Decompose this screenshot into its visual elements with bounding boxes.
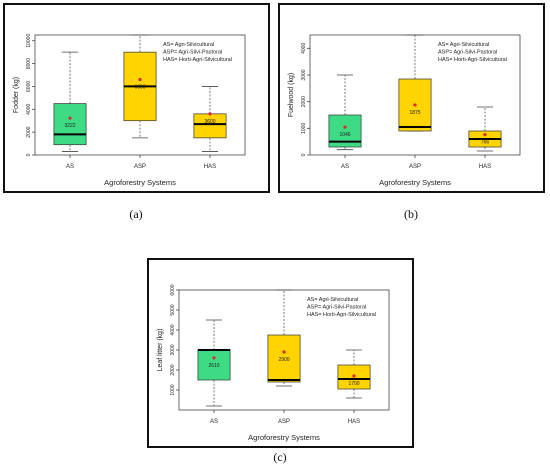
y-tick-label: 0 <box>301 153 307 156</box>
caption-c: (c) <box>273 450 287 464</box>
x-tick-label: ASP <box>278 419 290 425</box>
mean-marker <box>343 125 347 129</box>
mean-label: 3600 <box>204 119 215 125</box>
y-tick-label: 1000 <box>301 123 307 134</box>
y-tick-label: 10000 <box>26 34 32 48</box>
legend-entry: HAS= Horti-Agri-Silvicultural <box>163 57 232 63</box>
y-tick-label: 2000 <box>301 96 307 107</box>
mean-label: 2610 <box>208 363 219 369</box>
x-tick-label: ASP <box>409 164 421 170</box>
leaf-litter-chart-panel: 1000 2000 3000 4000 5000 6000 Leaf litter (kg)… <box>147 258 414 448</box>
y-tick-label: 5000 <box>170 304 176 315</box>
mean-marker <box>138 77 142 82</box>
y-tick-label: 2000 <box>170 364 176 375</box>
mean-marker <box>68 116 72 120</box>
leaf-litter-boxplot: 1000 2000 3000 4000 5000 6000 Leaf litter (kg)… <box>157 284 390 442</box>
x-tick-label: AS <box>341 164 349 170</box>
y-tick-label: 2000 <box>26 126 32 137</box>
x-axis-label: Agroforestry Systems <box>104 178 176 187</box>
x-tick-label: ASP <box>134 164 146 170</box>
x-tick-label: HAS <box>348 419 360 425</box>
y-tick-label: 0 <box>26 153 32 156</box>
mean-marker <box>352 374 356 378</box>
mean-marker <box>413 103 417 107</box>
y-tick-label: 4000 <box>170 324 176 335</box>
iqr-box <box>193 113 227 139</box>
mean-label: 766 <box>481 140 490 146</box>
y-axis-label: Fodder (kg) <box>13 77 20 113</box>
mean-marker <box>282 350 286 354</box>
fuelwood-boxplot: 0 1000 2000 3000 4000 Fuelwood (kg) AS ASP HAS Ag… <box>288 34 521 187</box>
mean-label: 1700 <box>348 381 359 387</box>
legend-entry: AS= Agri-Silvicultural <box>438 42 489 48</box>
y-tick-label: 4000 <box>301 43 307 54</box>
x-axis-label: Agroforestry Systems <box>248 433 320 442</box>
caption-a: (a) <box>129 207 143 221</box>
mean-marker <box>483 132 487 137</box>
x-tick-label: HAS <box>479 164 491 170</box>
y-axis-label: Leaf litter (kg) <box>157 329 164 372</box>
legend-entry: HAS= Horti-Agri-Silvicultural <box>307 312 376 318</box>
y-tick-label: 4000 <box>26 104 32 115</box>
y-axis-label: Fuelwood (kg) <box>288 73 295 117</box>
x-tick-label: AS <box>66 164 74 170</box>
x-tick-label: AS <box>210 419 218 425</box>
fodder-boxplot: 0 2000 4000 6000 8000 10000 Fodder (kg) AS ASP HA… <box>13 34 246 187</box>
mean-label: 3222 <box>64 123 75 129</box>
iqr-box <box>53 103 87 146</box>
legend-entry: AS= Agri-Silvicultural <box>163 42 214 48</box>
fodder-chart-panel: 0 2000 4000 6000 8000 10000 Fodder (kg) AS ASP HA… <box>3 3 270 193</box>
legend-entry: ASP= Agri-Silvi-Pastoral <box>438 50 497 56</box>
mean-marker <box>212 356 216 360</box>
y-tick-label: 6000 <box>26 81 32 92</box>
legend-entry: AS= Agri-Silvicultural <box>307 297 358 303</box>
legend-entry: HAS= Horti-Agri-Silvicultural <box>438 57 507 63</box>
iqr-box <box>197 349 231 381</box>
caption-b: (b) <box>404 207 418 221</box>
mean-label: 2900 <box>278 357 289 363</box>
legend-entry: ASP= Agri-Silvi-Pastoral <box>163 50 222 56</box>
y-tick-label: 1000 <box>170 384 176 395</box>
y-tick-label: 8000 <box>26 58 32 69</box>
fuelwood-chart-panel: 0 1000 2000 3000 4000 Fuelwood (kg) AS ASP HAS Ag… <box>278 3 545 193</box>
iqr-box <box>267 334 301 383</box>
x-axis-label: Agroforestry Systems <box>379 178 451 187</box>
mean-label: 6606 <box>134 85 145 91</box>
y-tick-label: 3000 <box>170 344 176 355</box>
mean-marker <box>208 112 212 116</box>
y-tick-label: 6000 <box>170 284 176 295</box>
y-tick-label: 3000 <box>301 69 307 80</box>
mean-label: 1875 <box>409 110 420 116</box>
legend-entry: ASP= Agri-Silvi-Pastoral <box>307 305 366 311</box>
mean-label: 1046 <box>339 132 350 138</box>
x-tick-label: HAS <box>204 164 216 170</box>
